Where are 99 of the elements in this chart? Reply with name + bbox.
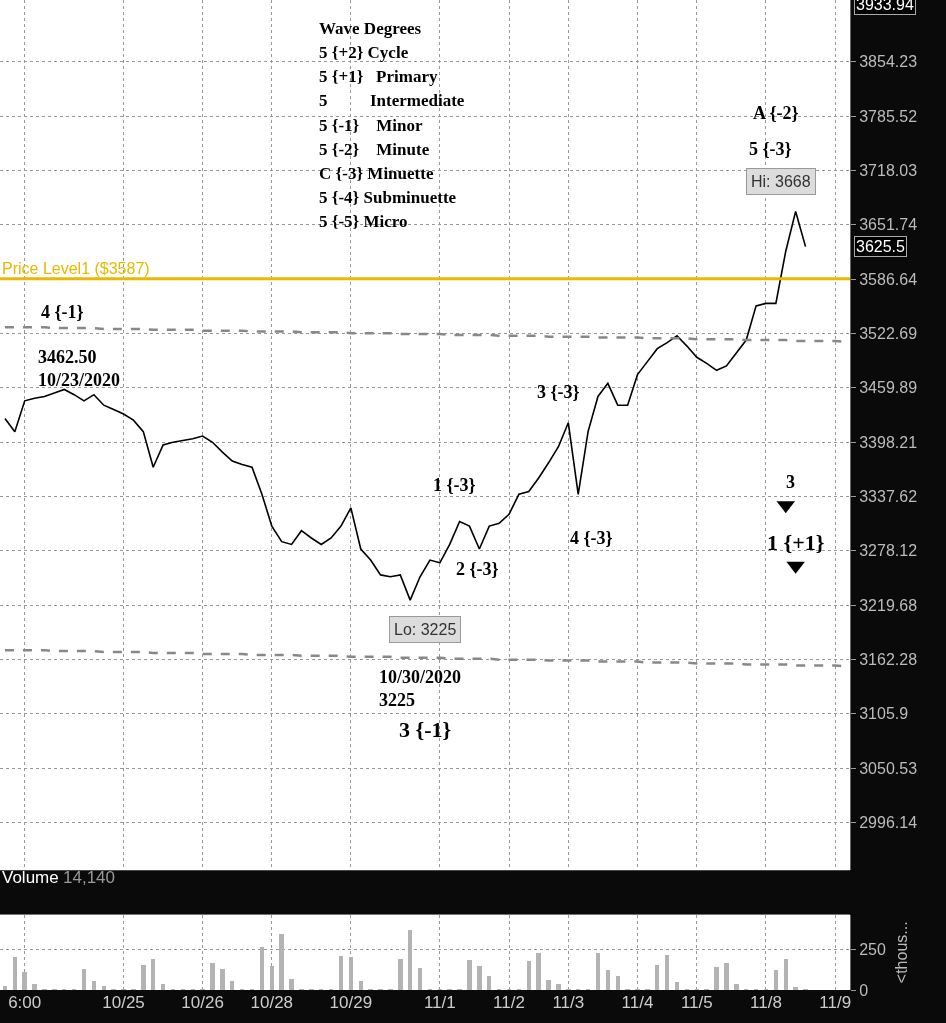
annotation: 2 {-3}: [456, 559, 499, 579]
bar: [3, 985, 7, 990]
bar: [665, 954, 669, 990]
bar: [339, 955, 343, 990]
bar: [675, 981, 679, 990]
y-tick-label: 3219.68: [859, 596, 918, 614]
y-tick-label: 3522.69: [859, 325, 918, 343]
annotation: A {-2}: [753, 103, 799, 123]
bar: [793, 986, 798, 990]
annotation: C {-3} Minuette: [319, 164, 434, 183]
bar: [408, 929, 412, 990]
y-tick-label: 3162.28: [859, 651, 918, 668]
bar: [230, 980, 234, 990]
annotation: 5 {-3}: [749, 139, 792, 159]
bar: [279, 933, 284, 990]
annotation: 10/30/2020 3225: [379, 667, 462, 711]
x-tick-label: 11/2: [493, 993, 525, 1013]
bar: [536, 952, 541, 990]
bar: [349, 956, 353, 990]
annotation: 1 {-3}: [433, 475, 476, 495]
y-tick-label: 3586.64: [859, 270, 918, 288]
bar: [467, 959, 472, 990]
y-tick-label: 3854.23: [859, 53, 918, 71]
bar: [596, 952, 600, 990]
x-tick-label: 10/26: [181, 993, 224, 1013]
annotation: 5 {-1} Minor: [319, 116, 424, 135]
x-tick-label: 11/4: [621, 993, 654, 1013]
bar: [734, 983, 739, 990]
bar: [92, 980, 96, 990]
bar: [161, 983, 165, 990]
bar: [774, 969, 778, 990]
y-tick-label: 3050.53: [859, 759, 918, 777]
bar: [82, 968, 86, 990]
x-tick-label: 6:00: [8, 993, 42, 1013]
annotation: 5 {+1} Primary: [319, 67, 438, 86]
y-tick-label: 3718.03: [859, 162, 918, 180]
bar: [398, 958, 403, 990]
ref-line-label: Price Level1 ($3587): [2, 260, 150, 277]
bar: [477, 965, 482, 990]
annotation: 5 {+2} Cycle: [319, 43, 409, 62]
annotation: 5 Intermediate: [319, 91, 465, 110]
bar: [606, 969, 610, 990]
x-tick-label: 11/8: [750, 993, 782, 1013]
y-tick-label: 2996.14: [859, 813, 918, 831]
annotation: 1 {+1}: [767, 530, 825, 555]
bar: [527, 960, 531, 990]
bar: [714, 966, 719, 990]
bar: [22, 971, 27, 990]
x-tick-label: 11/3: [552, 993, 585, 1013]
annotation: 5 {-2} Minute: [319, 140, 430, 159]
bar: [13, 956, 17, 990]
bar: [260, 946, 264, 990]
bar: [556, 983, 561, 990]
y-tick-label: 3337.62: [859, 488, 918, 506]
bar: [102, 985, 106, 990]
annotation: Hi: 3668: [751, 173, 811, 190]
x-tick-label: 11/9: [819, 993, 852, 1013]
bar: [141, 964, 146, 990]
bar: [270, 965, 274, 990]
bar: [418, 967, 422, 990]
annotation: Lo: 3225: [394, 621, 457, 638]
y-tick-label: 3459.89: [859, 379, 918, 397]
chart-title: Volume: [2, 868, 59, 887]
annotation: 4 {-3}: [570, 528, 613, 548]
x-tick-label: 10/28: [250, 993, 294, 1013]
bar: [220, 968, 225, 990]
y-axis-title: <thous...: [892, 921, 910, 984]
x-tick-label: 11/1: [423, 993, 456, 1013]
bar: [724, 962, 729, 990]
annotation: 3 {-1}: [399, 717, 452, 742]
text: 3625.5: [856, 238, 906, 255]
x-tick-label: 10/25: [102, 993, 145, 1013]
annotation: 14,140: [63, 868, 115, 887]
y-tick-label: 250: [859, 940, 886, 958]
annotation: 3462.50 10/23/2020: [38, 347, 121, 391]
bar: [210, 962, 215, 990]
bar: [784, 958, 788, 990]
y-tick-label: 0: [859, 981, 869, 999]
x-tick-label: 11/5: [680, 993, 713, 1013]
annotation: 5 {-5} Micro: [319, 212, 408, 231]
y-tick-label: 3651.74: [859, 216, 918, 234]
x-tick-label: 10/29: [329, 993, 373, 1013]
bar: [151, 958, 155, 990]
y-tick-label: 3278.12: [859, 542, 918, 560]
bar: [487, 975, 491, 990]
y-tick-label: 3398.21: [859, 433, 918, 451]
annotation: 3 {-3}: [537, 382, 580, 402]
y-tick-label: 3105.9: [859, 705, 909, 723]
bar: [546, 979, 551, 990]
y-tick-label: 3785.52: [859, 107, 918, 125]
bar: [289, 978, 294, 990]
annotation: 3: [786, 472, 795, 492]
annotation: 4 {-1}: [41, 302, 84, 322]
bar: [655, 964, 659, 990]
annotation: Wave Degrees: [319, 19, 422, 38]
annotation: 5 {-4} Subminuette: [319, 188, 457, 207]
bar: [616, 975, 620, 990]
bar: [32, 983, 37, 990]
bar: [359, 980, 363, 990]
